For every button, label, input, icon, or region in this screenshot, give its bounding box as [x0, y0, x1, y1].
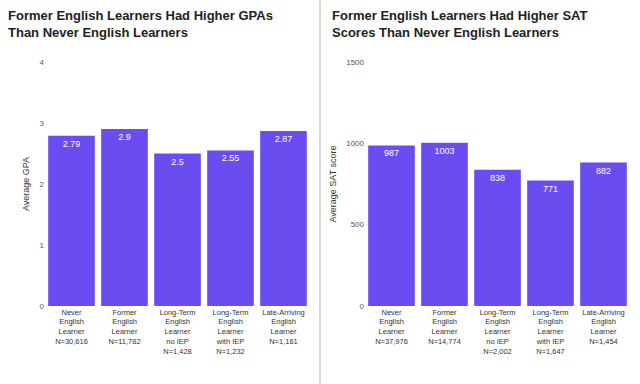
svg-text:882: 882 [596, 166, 611, 176]
svg-text:0: 0 [360, 302, 365, 311]
svg-text:1: 1 [40, 241, 45, 250]
svg-text:NeverEnglishLearnerN=30,616: NeverEnglishLearnerN=30,616 [55, 308, 88, 346]
svg-text:2.9: 2.9 [118, 132, 131, 142]
svg-text:987: 987 [384, 148, 399, 158]
svg-text:1003: 1003 [434, 146, 454, 156]
svg-text:2.79: 2.79 [63, 139, 81, 149]
svg-text:2.5: 2.5 [171, 157, 184, 167]
svg-text:0: 0 [40, 302, 45, 311]
svg-text:1500: 1500 [346, 58, 364, 67]
svg-text:Late-ArrivingEnglishLearnerN=1: Late-ArrivingEnglishLearnerN=1,454 [582, 308, 625, 346]
svg-text:2.55: 2.55 [222, 153, 240, 163]
svg-text:Average SAT score: Average SAT score [328, 145, 338, 222]
svg-text:2.87: 2.87 [275, 134, 293, 144]
svg-text:500: 500 [351, 220, 365, 229]
svg-text:1000: 1000 [346, 139, 364, 148]
svg-text:NeverEnglishLearnerN=37,976: NeverEnglishLearnerN=37,976 [375, 308, 408, 346]
svg-text:Former English Learners Had Hi: Former English Learners Had Higher GPAsT… [8, 8, 273, 40]
svg-text:Late-ArrivingEnglishLearnerN=1: Late-ArrivingEnglishLearnerN=1,161 [262, 308, 305, 346]
svg-text:Long-TermEnglishLearnerwith IE: Long-TermEnglishLearnerwith IEPN=1,232 [213, 308, 249, 356]
svg-text:Average GPA: Average GPA [21, 157, 31, 211]
svg-text:4: 4 [40, 58, 45, 67]
svg-text:FormerEnglishLearnerN=11,782: FormerEnglishLearnerN=11,782 [108, 308, 140, 346]
svg-text:Long-TermEnglishLearnerwith IE: Long-TermEnglishLearnerwith IEPN=1,647 [533, 308, 569, 356]
svg-text:FormerEnglishLearnerN=14,774: FormerEnglishLearnerN=14,774 [428, 308, 461, 346]
svg-text:Former English Learners Had Hi: Former English Learners Had Higher SATSc… [332, 8, 588, 40]
svg-text:838: 838 [490, 173, 505, 183]
svg-text:2: 2 [40, 180, 45, 189]
svg-text:771: 771 [543, 184, 558, 194]
svg-text:Long-TermEnglishLearnerno IEPN: Long-TermEnglishLearnerno IEPN=2,002 [480, 308, 516, 356]
svg-text:3: 3 [40, 119, 45, 128]
svg-text:Long-TermEnglishLearnerno IEPN: Long-TermEnglishLearnerno IEPN=1,428 [160, 308, 196, 356]
